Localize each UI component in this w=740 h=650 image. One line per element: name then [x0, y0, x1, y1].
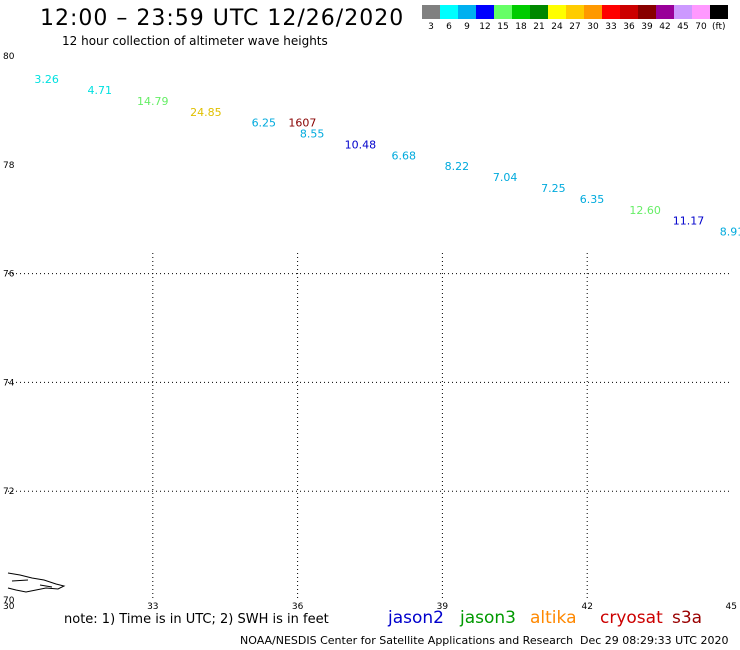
scale-label: 9: [464, 22, 470, 32]
wave-height-label: 24.85: [190, 106, 222, 119]
footer-credit: NOAA/NESDIS Center for Satellite Applica…: [240, 634, 574, 647]
scale-swatch: [422, 5, 440, 19]
scale-swatch: [584, 5, 602, 19]
scale-bin: 45: [674, 5, 692, 32]
scale-swatch: [638, 5, 656, 19]
longitude-tick-label: 36: [292, 602, 304, 610]
scale-label: 45: [677, 22, 689, 32]
scale-swatch: [530, 5, 548, 19]
scale-bin: 39: [638, 5, 656, 32]
scale-label: 21: [533, 22, 545, 32]
scale-label: 30: [587, 22, 599, 32]
wave-height-label: 6.25: [252, 117, 277, 130]
scale-bin: 12: [476, 5, 494, 32]
scale-swatch: [512, 5, 530, 19]
coastline: [7, 572, 66, 593]
latitude-tick-label: 76: [3, 270, 15, 280]
scale-label: 24: [551, 22, 563, 32]
altimeter-map: 70 72 74 76 78 80 30 33 36 39 42 45 3.26 4.71 14.79 24.…: [3, 52, 740, 610]
chart-subtitle: 12 hour collection of altimeter wave hei…: [62, 34, 328, 48]
scale-bin: 36: [620, 5, 638, 32]
scale-bin: 30: [584, 5, 602, 32]
scale-label: 12: [479, 22, 491, 32]
scale-unit-label: (ft): [712, 22, 726, 32]
longitude-tick-label: 39: [437, 602, 449, 610]
wave-height-label: 11.17: [673, 215, 705, 228]
scale-label: 33: [605, 22, 617, 32]
scale-swatch: [620, 5, 638, 19]
wave-height-label: 6.68: [392, 149, 417, 162]
scale-label: 42: [659, 22, 671, 32]
legend-entry-jason3: jason3: [460, 608, 516, 628]
footer-note: note: 1) Time is in UTC; 2) SWH is in fe…: [64, 612, 329, 627]
scale-swatch: [602, 5, 620, 19]
scale-bin: 42: [656, 5, 674, 32]
scale-label: 15: [497, 22, 509, 32]
scale-label: 3: [428, 22, 434, 32]
latitude-tick-label: 74: [3, 378, 15, 388]
scale-bin: 27: [566, 5, 584, 32]
scale-swatch: [494, 5, 512, 19]
scale-bin: 15: [494, 5, 512, 32]
scale-label: 18: [515, 22, 527, 32]
wave-height-label: 12.60: [629, 204, 661, 217]
longitude-tick-label: 45: [726, 602, 737, 610]
scale-bin: 70: [692, 5, 710, 32]
scale-swatch: [692, 5, 710, 19]
scale-bin: 18: [512, 5, 530, 32]
scale-swatch: [710, 5, 728, 19]
wave-height-color-scale: 3 6 9 12 15 18 21 24 27 30 33 36 39 42 45 70: [422, 5, 728, 32]
scale-label: 36: [623, 22, 635, 32]
legend-entry-cryosat: cryosat: [600, 608, 663, 628]
wave-height-label: 8.91: [720, 226, 740, 239]
footer-timestamp: Dec 29 08:29:33 UTC 2020: [580, 634, 729, 647]
latitude-tick-label: 72: [3, 487, 14, 497]
scale-bin: 6: [440, 5, 458, 32]
scale-label: 27: [569, 22, 581, 32]
scale-bin: 3: [422, 5, 440, 32]
wave-height-label: 3.26: [34, 73, 59, 86]
scale-swatch: [458, 5, 476, 19]
latitude-tick-label: 80: [3, 52, 15, 62]
wave-height-label: 1607: [288, 117, 316, 130]
scale-bin: [710, 5, 728, 32]
scale-label: 39: [641, 22, 653, 32]
wave-height-label: 8.55: [300, 128, 325, 141]
scale-bin: 21: [530, 5, 548, 32]
scale-label: 70: [695, 22, 707, 32]
legend-entry-jason2: jason2: [388, 608, 444, 628]
longitude-tick-label: 30: [3, 602, 15, 610]
wave-height-label: 7.04: [493, 171, 518, 184]
scale-swatch: [656, 5, 674, 19]
latitude-tick-label: 70: [3, 596, 15, 606]
wave-height-label: 8.22: [445, 160, 470, 173]
scale-swatch: [566, 5, 584, 19]
scale-bin: 33: [602, 5, 620, 32]
legend-entry-s3a: s3a: [672, 608, 703, 628]
wave-height-label: 4.71: [87, 84, 112, 97]
scale-swatch: [548, 5, 566, 19]
longitude-tick-label: 33: [147, 602, 158, 610]
wave-height-label: 7.25: [541, 182, 566, 195]
scale-swatch: [440, 5, 458, 19]
wave-height-label: 6.35: [580, 193, 605, 206]
scale-swatch: [674, 5, 692, 19]
legend-entry-altika: altika: [530, 608, 577, 628]
scale-bin: 9: [458, 5, 476, 32]
scale-label: 6: [446, 22, 452, 32]
chart-title: 12:00 – 23:59 UTC 12/26/2020: [40, 6, 405, 31]
latitude-tick-label: 78: [3, 161, 15, 171]
longitude-tick-label: 42: [581, 602, 592, 610]
scale-swatch: [476, 5, 494, 19]
wave-height-label: 10.48: [345, 138, 377, 151]
scale-bin: 24: [548, 5, 566, 32]
wave-height-label: 14.79: [137, 95, 169, 108]
